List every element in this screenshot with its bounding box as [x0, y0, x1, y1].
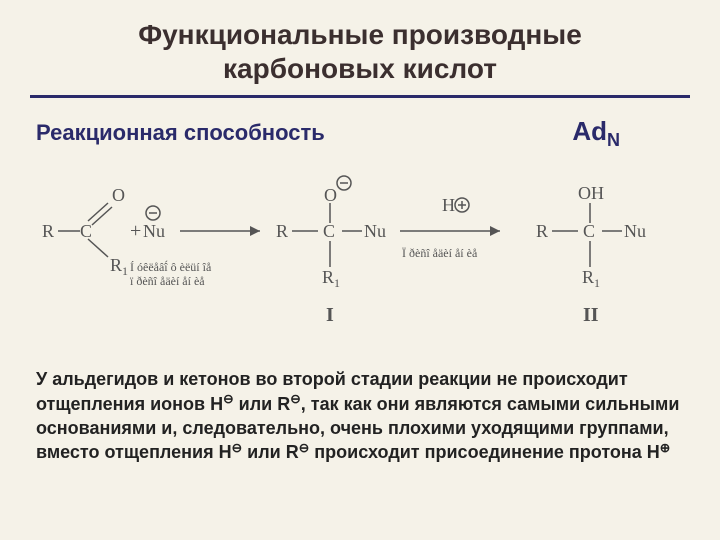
- right-OH: OH: [578, 183, 604, 203]
- adn-text: Ad: [572, 116, 607, 146]
- mid-Nu: Nu: [364, 221, 386, 241]
- body-2: или R: [234, 394, 291, 414]
- circ-minus-2: ⊖: [290, 391, 301, 408]
- mid-R: R: [276, 221, 288, 241]
- left-Nu: Nu: [143, 221, 165, 241]
- left-R1: R1: [110, 255, 128, 278]
- reaction-diagram: R C O R1 + Nu Í óêëåâî́ ô èëüí îå ï ðèñî…: [30, 171, 690, 351]
- left-plus: +: [130, 220, 141, 242]
- right-R1: R1: [582, 267, 600, 290]
- mid-garble: Ï ðèñî åäèí åí èå: [402, 246, 478, 260]
- body-4: или R: [242, 442, 299, 462]
- left-C: C: [80, 221, 92, 241]
- title-line-1: Функциональные производные: [138, 19, 582, 50]
- left-garble-1: Í óêëåâî́ ô èëüí îå: [130, 260, 212, 274]
- body-paragraph: У альдегидов и кетонов во второй стадии …: [30, 361, 690, 464]
- mid-R1: R1: [322, 267, 340, 290]
- right-C: C: [583, 221, 595, 241]
- left-R: R: [42, 221, 54, 241]
- adn-label: AdN: [572, 116, 680, 151]
- left-garble-2: ï ðèñî åäèí åí èå: [129, 274, 205, 288]
- body-5: происходит присоединение протона H: [309, 442, 659, 462]
- subheading: Реакционная способность: [36, 120, 325, 146]
- slide-title: Функциональные производные карбоновых ки…: [30, 18, 690, 85]
- mid-H: H: [442, 195, 455, 215]
- adn-sub: N: [607, 130, 620, 150]
- right-Nu: Nu: [624, 221, 646, 241]
- mid-O: O: [324, 185, 337, 205]
- circ-minus-3: ⊖: [232, 440, 243, 457]
- circ-minus-4: ⊖: [299, 440, 310, 457]
- left-O: O: [112, 185, 125, 205]
- label-II: II: [583, 304, 599, 326]
- title-line-2: карбоновых кислот: [223, 53, 497, 84]
- mid-C: C: [323, 221, 335, 241]
- label-I: I: [326, 304, 334, 326]
- circ-minus-1: ⊖: [223, 391, 234, 408]
- right-R: R: [536, 221, 548, 241]
- circ-plus-1: ⊕: [660, 440, 671, 457]
- title-rule: [30, 95, 690, 98]
